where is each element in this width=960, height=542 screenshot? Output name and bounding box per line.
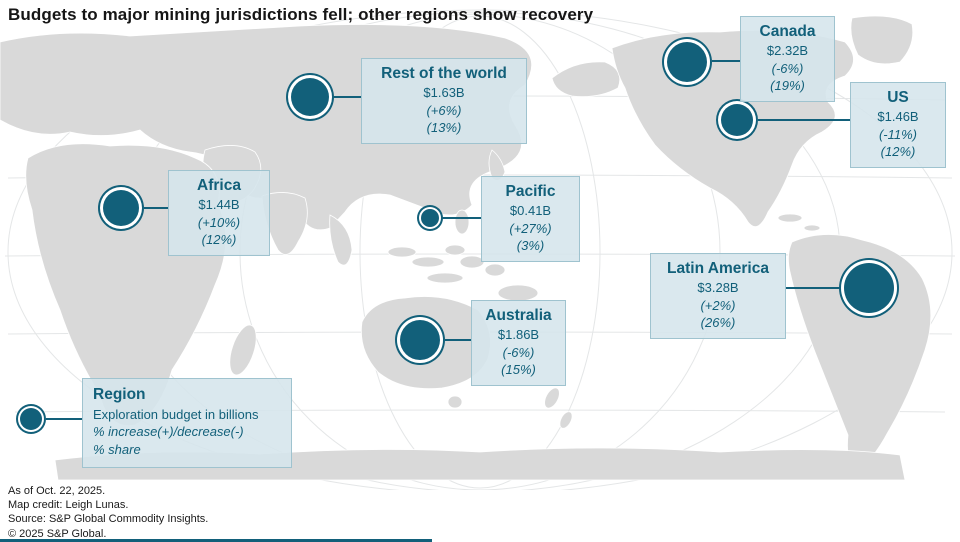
legend-change-label: % increase(+)/decrease(-) [93,424,244,440]
region-budget: $2.32B [766,43,809,59]
map-legend: Region Exploration budget in billions % … [82,378,292,468]
region-name: Rest of the world [381,65,507,82]
region-label-us: US $1.46B (-11%) (12%) [850,82,946,168]
region-name: Africa [197,177,241,194]
region-share: (3%) [516,237,545,253]
region-share: (12%) [880,143,916,159]
region-share: (26%) [700,314,736,330]
region-change: (-6%) [502,344,535,360]
africa-connector-line [144,207,168,209]
pacific-marker [421,209,439,227]
sp-global-brand-bar [0,539,432,542]
footer-as-of-date: As of Oct. 22, 2025. [8,485,106,497]
footer-copyright: © 2025 S&P Global. [8,527,107,540]
region-name: Latin America [667,260,769,277]
legend-budget-label: Exploration budget in billions [93,406,259,422]
region-change: (+6%) [426,102,462,118]
region-budget: $0.41B [509,203,552,219]
pacific-connector-line [442,217,481,219]
africa-marker [103,190,139,226]
canada-marker [667,42,707,82]
region-budget: $1.63B [423,85,465,101]
canada-connector-line [712,60,740,62]
region-change: (-11%) [878,126,918,142]
latin-america-marker [844,263,894,313]
legend-title: Region [93,386,146,403]
legend-connector-line [46,418,82,420]
region-label-rest-of-the-world: Rest of the world $1.63B (+6%) (13%) [361,58,527,144]
legend-share-label: % share [93,442,141,458]
region-name: Australia [485,307,552,324]
region-budget: $1.86B [497,327,540,343]
us-connector-line [758,119,850,121]
region-share: (13%) [426,119,462,135]
latin-america-connector-line [786,287,840,289]
region-share: (12%) [201,231,237,247]
page-title: Budgets to major mining jurisdictions fe… [8,5,594,24]
footer-map-credit: Map credit: Leigh Lunas. [8,499,129,512]
region-budget: $3.28B [697,280,739,296]
region-label-canada: Canada $2.32B (-6%) (19%) [740,16,835,102]
region-change: (+2%) [700,297,736,313]
region-change: (-6%) [771,60,804,76]
region-name: US [887,89,909,106]
australia-connector-line [445,339,471,341]
region-change: (+27%) [509,220,552,236]
australia-marker [400,320,440,360]
footer-source: Source: S&P Global Commodity Insights. [8,513,209,526]
region-label-australia: Australia $1.86B (-6%) (15%) [471,300,566,386]
region-name: Canada [759,23,816,40]
rest-of-the-world-connector-line [333,96,361,98]
legend-marker [20,408,42,430]
footer: As of Oct. 22, 2025. Map credit: Leigh L… [8,485,208,542]
region-label-africa: Africa $1.44B (+10%) (12%) [168,170,270,256]
region-share: (19%) [770,77,805,93]
region-label-latin-america: Latin America $3.28B (+2%) (26%) [650,253,786,339]
region-budget: $1.46B [877,109,919,125]
region-name: Pacific [505,183,556,200]
us-marker [721,104,753,136]
region-label-pacific: Pacific $0.41B (+27%) (3%) [481,176,580,262]
rest-of-the-world-marker [291,78,329,116]
region-change: (+10%) [197,214,241,230]
region-share: (15%) [501,361,536,377]
region-budget: $1.44B [198,197,240,213]
